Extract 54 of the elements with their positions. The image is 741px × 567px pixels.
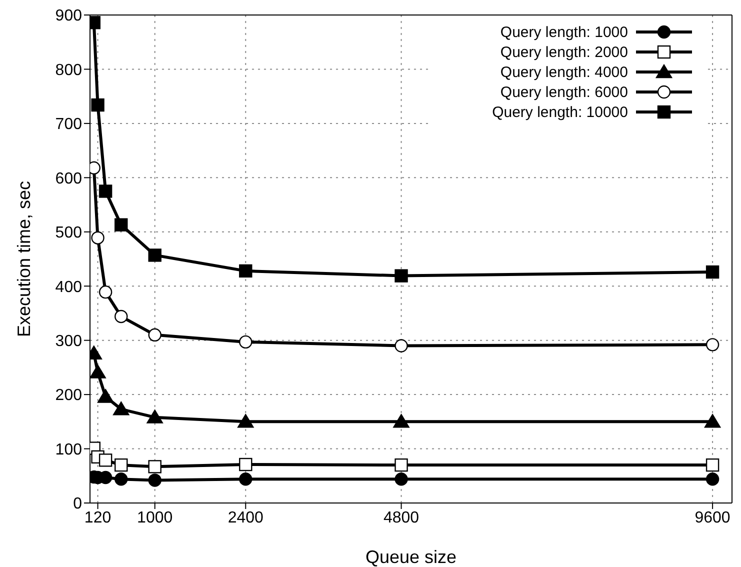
x-tick-label: 4800 <box>383 509 420 526</box>
point <box>97 389 114 403</box>
point <box>704 414 721 428</box>
y-tick-label: 400 <box>55 278 82 296</box>
point <box>91 98 104 112</box>
legend-label: Query length: 4000 <box>500 64 628 81</box>
point <box>90 364 106 378</box>
point <box>114 472 128 486</box>
legend-label: Query length: 2000 <box>500 44 628 61</box>
point <box>114 458 128 472</box>
y-tick-label: 700 <box>55 116 82 134</box>
point <box>239 335 252 349</box>
point <box>706 458 720 472</box>
point <box>98 285 112 299</box>
point <box>239 472 252 486</box>
point <box>239 264 252 278</box>
legend-label: Query length: 10000 <box>492 104 628 121</box>
point <box>394 339 408 352</box>
point <box>98 184 112 198</box>
point <box>394 269 408 282</box>
y-tick-label: 100 <box>55 441 82 458</box>
y-tick-label: 300 <box>55 333 82 350</box>
point <box>146 410 163 424</box>
legend-label: Query length: 1000 <box>500 24 628 41</box>
y-tick-label: 800 <box>55 62 82 79</box>
y-tick-label: 600 <box>55 170 82 188</box>
point <box>706 472 720 486</box>
point <box>114 310 128 324</box>
point <box>148 474 162 487</box>
point <box>113 402 130 416</box>
point <box>91 231 104 244</box>
y-tick-label: 200 <box>55 387 82 404</box>
x-tick-label: 120 <box>84 509 112 526</box>
point <box>239 458 252 472</box>
y-axis-title: Execution time, sec <box>14 180 34 338</box>
y-tick-label: 500 <box>55 224 82 242</box>
x-tick-label: 2400 <box>228 509 264 526</box>
point <box>393 414 410 428</box>
y-tick-label: 900 <box>55 8 82 25</box>
point <box>394 472 408 486</box>
point <box>98 454 112 467</box>
point <box>114 218 128 232</box>
point <box>148 248 162 262</box>
point <box>238 414 254 428</box>
legend-label: Query length: 6000 <box>500 84 628 101</box>
point <box>148 328 162 342</box>
point <box>706 338 720 352</box>
y-tick-label: 0 <box>73 496 82 513</box>
point <box>706 265 720 279</box>
point <box>148 460 162 474</box>
point <box>394 458 408 472</box>
x-tick-label: 1000 <box>137 509 173 526</box>
x-axis-title: Queue size <box>365 547 457 567</box>
x-tick-label: 9600 <box>694 509 730 526</box>
